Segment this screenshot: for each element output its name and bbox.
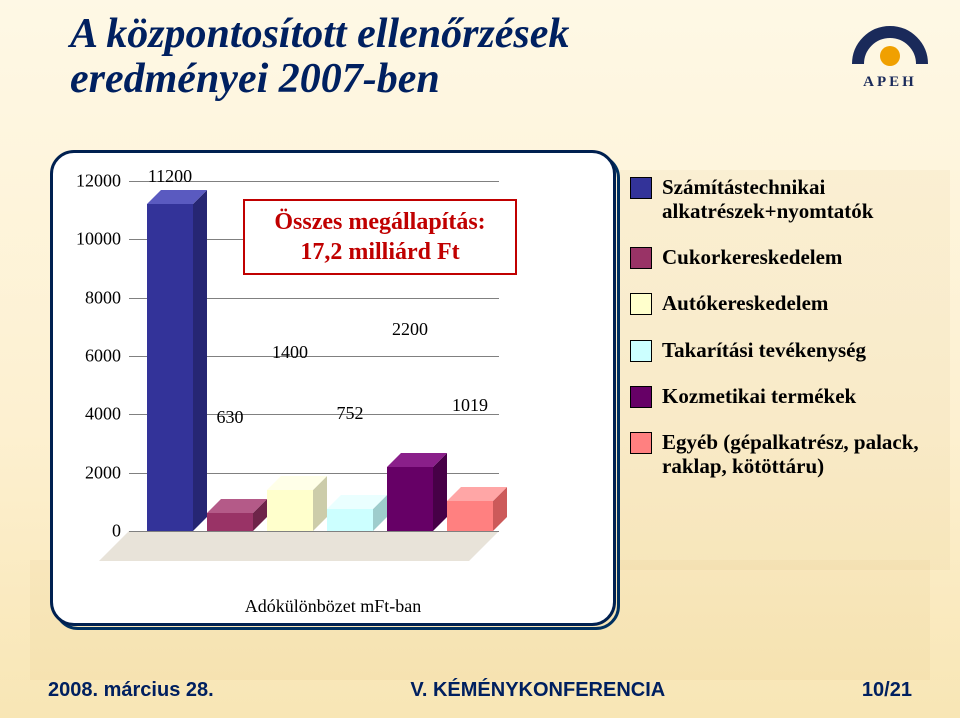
chart-card: 0200040006000800010000120001120063014007… [50, 150, 616, 626]
y-tick-label: 8000 [69, 287, 121, 308]
legend-item: Autókereskedelem [630, 291, 930, 315]
bar-value-label: 630 [190, 407, 270, 428]
legend-label: Cukorkereskedelem [662, 245, 842, 269]
legend-label: Egyéb (gépalkatrész, palack, raklap, köt… [662, 430, 930, 478]
callout-line1: Összes megállapítás: [255, 207, 505, 237]
bar-value-label: 1400 [250, 342, 330, 363]
y-tick-label: 2000 [69, 462, 121, 483]
legend-item: Cukorkereskedelem [630, 245, 930, 269]
summary-callout: Összes megállapítás: 17,2 milliárd Ft [243, 199, 517, 275]
y-tick-label: 4000 [69, 404, 121, 425]
legend: Számítástechnikai alkatrészek+nyomtatók C… [630, 175, 930, 500]
footer-conference: V. KÉMÉNYKONFERENCIA [410, 679, 665, 702]
bar-front [447, 501, 493, 531]
legend-swatch [630, 293, 652, 315]
legend-item: Egyéb (gépalkatrész, palack, raklap, köt… [630, 430, 930, 478]
slide-title: A központosított ellenőrzések eredményei… [70, 12, 690, 103]
legend-item: Kozmetikai termékek [630, 384, 930, 408]
logo-text: APEH [850, 74, 930, 91]
bar-value-label: 2200 [370, 319, 450, 340]
bar-value-label: 1019 [430, 395, 510, 416]
bar-value-label: 752 [310, 403, 390, 424]
bar-front [207, 513, 253, 531]
bar-front [147, 204, 193, 531]
y-tick-label: 6000 [69, 346, 121, 367]
legend-item: Számítástechnikai alkatrészek+nyomtatók [630, 175, 930, 223]
logo: APEH [850, 20, 930, 91]
legend-swatch [630, 340, 652, 362]
legend-swatch [630, 432, 652, 454]
chart-x-axis-label: Adókülönbözet mFt-ban [53, 596, 613, 617]
legend-label: Számítástechnikai alkatrészek+nyomtatók [662, 175, 930, 223]
legend-swatch [630, 247, 652, 269]
apeh-logo-icon [850, 20, 930, 72]
chart-floor [99, 531, 499, 561]
slide: A központosított ellenőrzések eredményei… [0, 0, 960, 718]
bar: 1400 [267, 490, 313, 531]
legend-item: Takarítási tevékenység [630, 338, 930, 362]
bar: 2200 [387, 467, 433, 531]
bar-front [387, 467, 433, 531]
bar: 630 [207, 513, 253, 531]
callout-line2: 17,2 milliárd Ft [255, 237, 505, 267]
legend-label: Autókereskedelem [662, 291, 828, 315]
legend-swatch [630, 177, 652, 199]
y-tick-label: 0 [69, 521, 121, 542]
legend-label: Kozmetikai termékek [662, 384, 856, 408]
footer-page: 10/21 [862, 679, 912, 702]
bar: 752 [327, 509, 373, 531]
footer: 2008. március 28. V. KÉMÉNYKONFERENCIA 1… [0, 679, 960, 702]
bar-front [267, 490, 313, 531]
bar: 1019 [447, 501, 493, 531]
legend-swatch [630, 386, 652, 408]
bar-value-label: 11200 [130, 166, 210, 187]
gridline [129, 531, 499, 532]
bar-front [327, 509, 373, 531]
footer-date: 2008. március 28. [48, 679, 214, 702]
y-tick-label: 10000 [69, 229, 121, 250]
bar-side [193, 190, 207, 531]
legend-label: Takarítási tevékenység [662, 338, 866, 362]
bar: 11200 [147, 204, 193, 531]
y-tick-label: 12000 [69, 171, 121, 192]
